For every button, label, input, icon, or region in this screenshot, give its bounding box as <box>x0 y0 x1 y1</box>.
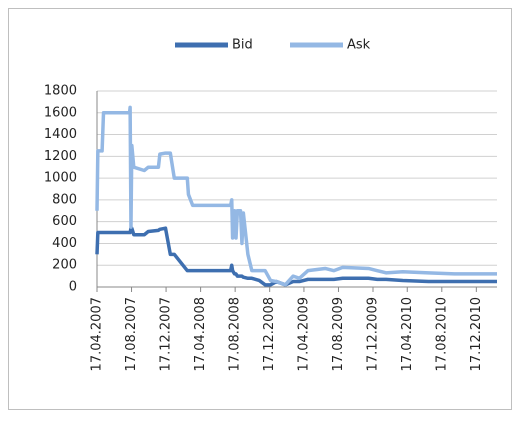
y-tick-label: 600 <box>52 214 77 229</box>
y-tick-label: 200 <box>52 258 77 273</box>
y-tick-label: 1200 <box>44 149 77 164</box>
x-tick-label: 17.04.2009 <box>296 297 311 371</box>
x-tick-label: 17.08.2010 <box>434 297 449 371</box>
series-line <box>95 105 497 287</box>
legend-label: Bid <box>232 38 253 53</box>
x-tick-label: 17.12.2007 <box>159 297 174 371</box>
x-tick-label: 17.08.2008 <box>228 297 243 371</box>
y-tick-label: 1000 <box>44 171 77 186</box>
x-tick-label: 17.04.2010 <box>400 297 415 371</box>
x-tick-label: 17.08.2009 <box>331 297 346 371</box>
x-tick-label: 17.12.2008 <box>262 297 277 371</box>
x-tick-label: 17.08.2007 <box>124 297 139 371</box>
chart-frame <box>8 8 512 410</box>
series-line <box>95 226 497 287</box>
y-tick-label: 0 <box>69 280 77 295</box>
y-tick-label: 1400 <box>44 127 77 142</box>
x-tick-label: 17.12.2009 <box>366 297 381 371</box>
x-tick-label: 17.04.2008 <box>193 297 208 371</box>
x-tick-label: 17.12.2010 <box>469 297 484 371</box>
y-tick-label: 1600 <box>44 105 77 120</box>
legend-label: Ask <box>347 38 371 53</box>
y-tick-label: 400 <box>52 236 77 251</box>
y-tick-label: 1800 <box>44 84 77 99</box>
x-tick-label: 17.04.2007 <box>90 297 105 371</box>
y-tick-label: 800 <box>52 192 77 207</box>
